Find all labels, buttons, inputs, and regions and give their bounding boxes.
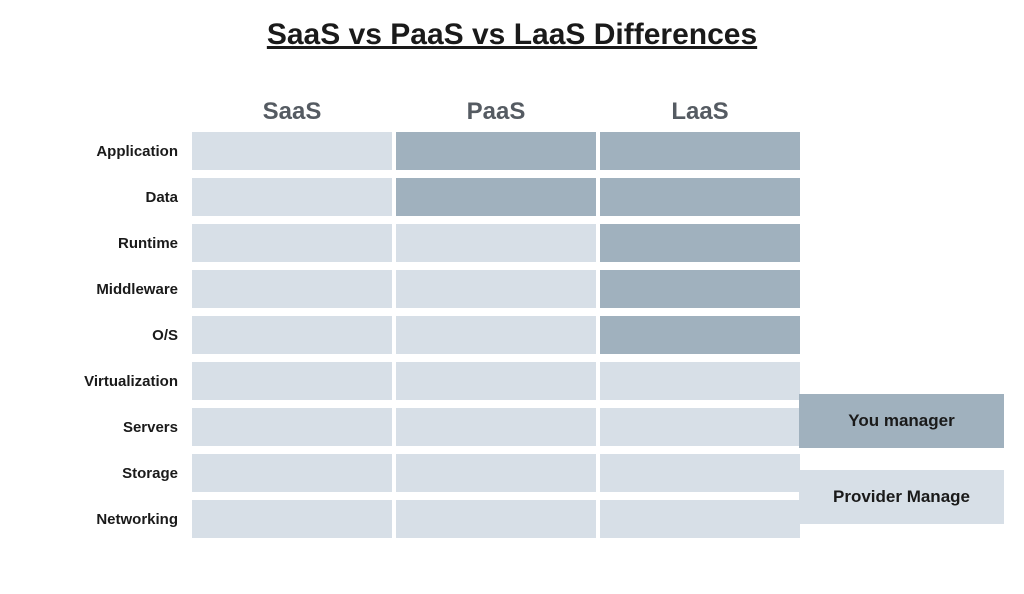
- legend-you-manage: You manager: [799, 394, 1004, 448]
- grid-row: Storage: [60, 454, 800, 492]
- cell-os-paas: [396, 316, 596, 354]
- cell-servers-saas: [192, 408, 392, 446]
- cell-networking-laas: [600, 500, 800, 538]
- grid-row: Virtualization: [60, 362, 800, 400]
- cell-networking-saas: [192, 500, 392, 538]
- cell-virtualization-paas: [396, 362, 596, 400]
- row-label-servers: Servers: [60, 419, 188, 436]
- cell-data-laas: [600, 178, 800, 216]
- cell-application-paas: [396, 132, 596, 170]
- cell-middleware-saas: [192, 270, 392, 308]
- page: SaaS vs PaaS vs LaaS Differences SaaS Pa…: [0, 18, 1024, 594]
- comparison-grid: SaaS PaaS LaaS Application Data Runtime …: [60, 98, 800, 546]
- cell-application-saas: [192, 132, 392, 170]
- legend-provider-manage: Provider Manage: [799, 470, 1004, 524]
- cell-middleware-laas: [600, 270, 800, 308]
- row-label-middleware: Middleware: [60, 281, 188, 298]
- grid-row: Runtime: [60, 224, 800, 262]
- cell-storage-saas: [192, 454, 392, 492]
- column-header-laas: LaaS: [600, 98, 800, 126]
- cell-os-saas: [192, 316, 392, 354]
- grid-row: Networking: [60, 500, 800, 538]
- cell-runtime-paas: [396, 224, 596, 262]
- cell-middleware-paas: [396, 270, 596, 308]
- row-label-application: Application: [60, 143, 188, 160]
- cell-virtualization-laas: [600, 362, 800, 400]
- row-label-os: O/S: [60, 327, 188, 344]
- row-label-data: Data: [60, 189, 188, 206]
- cell-networking-paas: [396, 500, 596, 538]
- legend-you-box: You manager: [799, 394, 1004, 448]
- row-label-networking: Networking: [60, 511, 188, 528]
- grid-row: Data: [60, 178, 800, 216]
- cell-os-laas: [600, 316, 800, 354]
- grid-row: Servers: [60, 408, 800, 446]
- cell-storage-paas: [396, 454, 596, 492]
- row-label-runtime: Runtime: [60, 235, 188, 252]
- page-title: SaaS vs PaaS vs LaaS Differences: [0, 18, 1024, 52]
- cell-runtime-laas: [600, 224, 800, 262]
- cell-virtualization-saas: [192, 362, 392, 400]
- column-header-paas: PaaS: [396, 98, 596, 126]
- grid-header-row: SaaS PaaS LaaS: [60, 98, 800, 126]
- cell-runtime-saas: [192, 224, 392, 262]
- cell-data-paas: [396, 178, 596, 216]
- cell-storage-laas: [600, 454, 800, 492]
- cell-servers-laas: [600, 408, 800, 446]
- column-header-saas: SaaS: [192, 98, 392, 126]
- row-label-storage: Storage: [60, 465, 188, 482]
- header-spacer: [60, 98, 188, 126]
- legend-provider-box: Provider Manage: [799, 470, 1004, 524]
- cell-servers-paas: [396, 408, 596, 446]
- grid-row: Middleware: [60, 270, 800, 308]
- cell-data-saas: [192, 178, 392, 216]
- row-label-virtualization: Virtualization: [60, 373, 188, 390]
- grid-row: Application: [60, 132, 800, 170]
- cell-application-laas: [600, 132, 800, 170]
- grid-row: O/S: [60, 316, 800, 354]
